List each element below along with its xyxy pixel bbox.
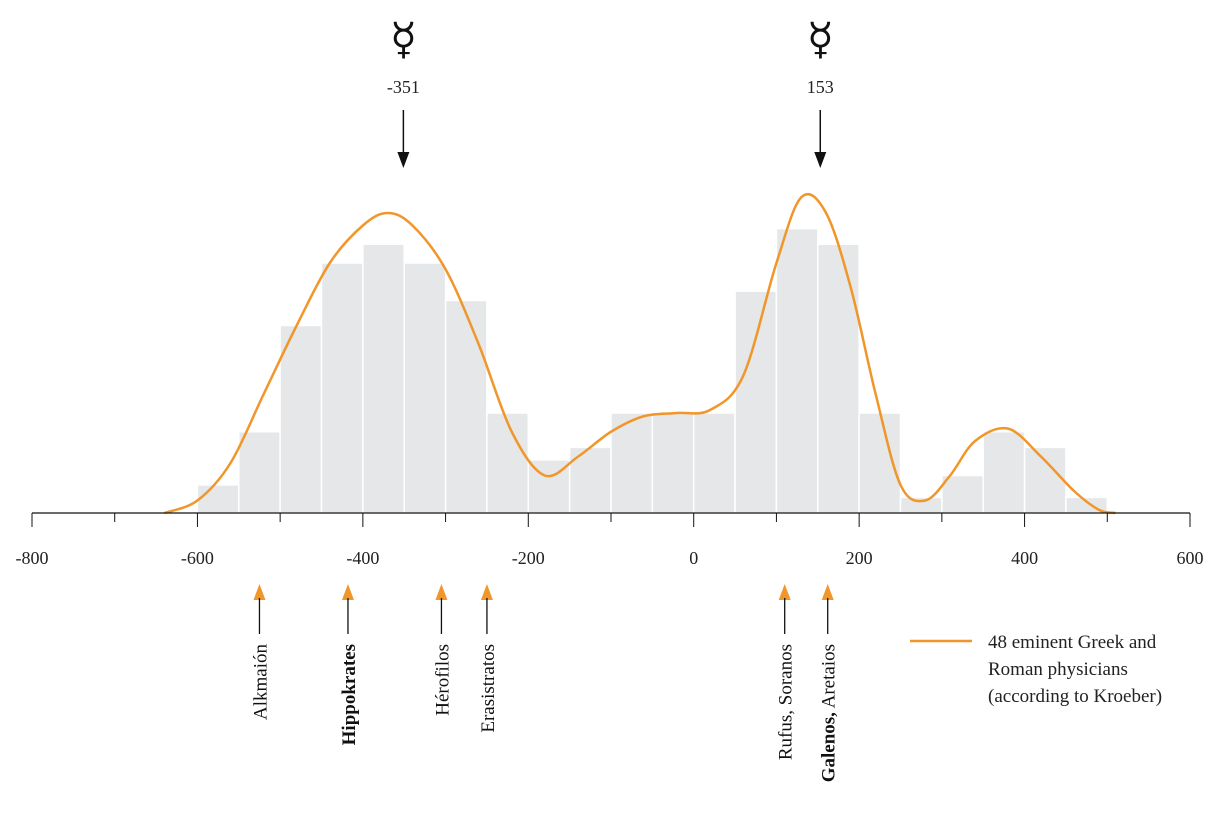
histogram-bar [362,243,405,514]
x-tick-label: -400 [346,548,379,568]
peak-markers: ☿ -351 ☿ 153 [387,14,834,168]
histogram-bar [775,227,819,514]
histogram-bar [982,431,1026,514]
mercury-icon: ☿ [390,14,417,65]
mercury-icon: ☿ [807,14,834,65]
physician-name-label: Hérofilos [432,644,453,716]
x-tick-label: -600 [181,548,214,568]
physician-name-label: Erasistratos [478,644,499,733]
histogram-bar [279,324,323,514]
histogram-bar [403,262,447,514]
histogram-bar [320,262,364,514]
histogram-bar [817,243,860,514]
physician-arrow-head [778,584,791,600]
x-tick-label: 0 [689,548,698,568]
histogram-bar [486,412,530,514]
density-curve-line [163,192,1116,515]
peak-arrow-head [397,152,410,168]
density-curves [163,192,1116,515]
histogram-bar [899,496,943,514]
x-tick-label: -200 [512,548,545,568]
physician-name-label: Galenos, Aretaios [819,644,840,782]
histogram-bar [196,484,240,514]
x-tick-label: 400 [1011,548,1038,568]
peak-year-label: 153 [807,77,834,97]
physician-name-label: Rufus, Soranos [776,644,797,760]
peak-arrow-head [814,152,827,168]
histogram-bar [238,431,281,514]
histogram-bar [692,412,736,514]
physician-arrow-head [821,584,834,600]
histogram-bars [196,227,1109,514]
histogram-bar [1023,446,1067,514]
legend: 48 eminent Greek and Roman physicians (acc… [910,632,1162,707]
physician-name-label: Hippokrates [339,644,360,745]
x-tick-label: -800 [16,548,49,568]
physician-name-label: Alkmaión [250,644,271,720]
peak-year-label: -351 [387,77,420,97]
physician-annotations: Alkmaión Hippokrates Hérofilos Erasistratos… [250,584,840,782]
histogram-bar [941,474,984,514]
histogram-bar [734,290,778,514]
physician-arrow-head [253,584,266,600]
histogram-bar [444,299,488,514]
legend-label: (according to Kroeber) [988,686,1162,707]
legend-label: 48 eminent Greek and [988,632,1157,653]
x-axis: -800 -600 -400 -200 0 200 400 600 [16,512,1204,568]
x-tick-label: 200 [846,548,873,568]
legend-label: Roman physicians [988,659,1128,680]
physician-arrow-head [480,584,493,600]
physician-arrow-head [341,584,354,600]
histogram-bar [651,412,695,514]
physician-arrow-head [435,584,448,600]
x-tick-label: 600 [1177,548,1204,568]
